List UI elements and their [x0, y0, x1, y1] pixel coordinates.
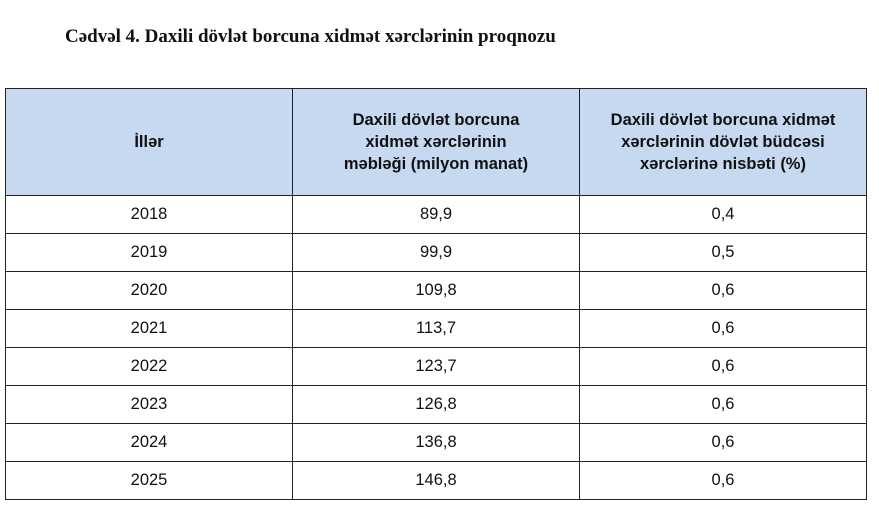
cell-year: 2019 [5, 233, 293, 272]
cell-year: 2021 [5, 309, 293, 348]
forecast-table: İllər Daxili dövlət borcuna xidmət xərcl… [5, 88, 867, 500]
table-row: 2020 109,8 0,6 [5, 271, 867, 310]
cell-ratio: 0,6 [579, 309, 867, 348]
cell-year: 2025 [5, 461, 293, 500]
header-years: İllər [5, 88, 293, 196]
cell-amount: 136,8 [292, 423, 580, 462]
cell-amount: 123,7 [292, 347, 580, 386]
cell-ratio: 0,5 [579, 233, 867, 272]
table-row: 2019 99,9 0,5 [5, 233, 867, 272]
header-amount: Daxili dövlət borcuna xidmət xərclərinin… [292, 88, 580, 196]
cell-amount: 99,9 [292, 233, 580, 272]
table-row: 2022 123,7 0,6 [5, 347, 867, 386]
cell-amount: 89,9 [292, 195, 580, 234]
cell-amount: 109,8 [292, 271, 580, 310]
cell-ratio: 0,4 [579, 195, 867, 234]
cell-year: 2024 [5, 423, 293, 462]
header-row: İllər Daxili dövlət borcuna xidmət xərcl… [5, 88, 867, 196]
table-row: 2018 89,9 0,4 [5, 195, 867, 234]
cell-year: 2022 [5, 347, 293, 386]
header-ratio: Daxili dövlət borcuna xidmət xərclərinin… [579, 88, 867, 196]
cell-year: 2020 [5, 271, 293, 310]
cell-ratio: 0,6 [579, 347, 867, 386]
table-title: Cədvəl 4. Daxili dövlət borcuna xidmət x… [65, 26, 556, 47]
cell-year: 2018 [5, 195, 293, 234]
table-row: 2024 136,8 0,6 [5, 423, 867, 462]
table-row: 2023 126,8 0,6 [5, 385, 867, 424]
cell-amount: 126,8 [292, 385, 580, 424]
cell-ratio: 0,6 [579, 461, 867, 500]
cell-amount: 113,7 [292, 309, 580, 348]
cell-amount: 146,8 [292, 461, 580, 500]
cell-ratio: 0,6 [579, 271, 867, 310]
cell-year: 2023 [5, 385, 293, 424]
table-row: 2025 146,8 0,6 [5, 461, 867, 500]
cell-ratio: 0,6 [579, 385, 867, 424]
cell-ratio: 0,6 [579, 423, 867, 462]
table-row: 2021 113,7 0,6 [5, 309, 867, 348]
